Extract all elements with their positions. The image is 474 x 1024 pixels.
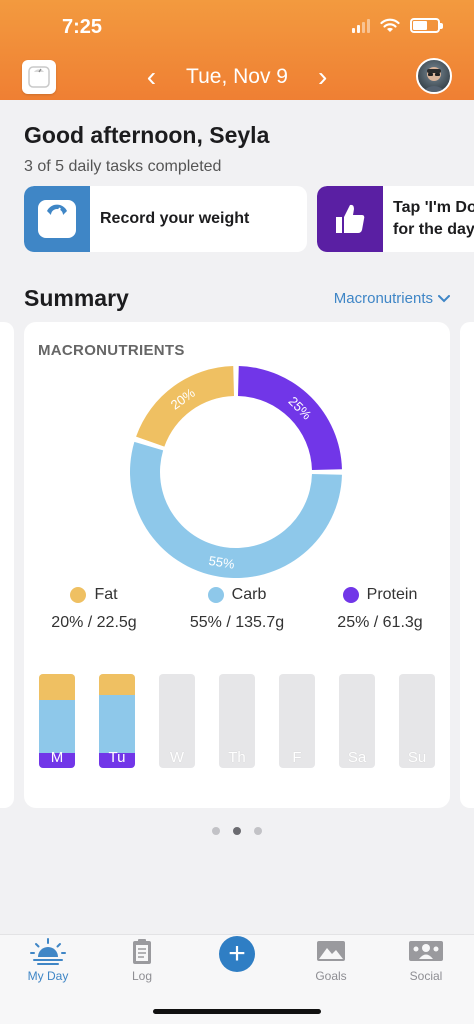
legend-value: 20% / 22.5g [51,614,137,631]
task-label: Tap 'I'm Do for the day [383,197,474,240]
weekly-macro-bars: M Tu W Th F Sa Su [39,674,435,768]
legend-label: Carb [231,586,267,603]
current-date[interactable]: Tue, Nov 9 [186,65,288,88]
page-dot[interactable] [233,827,241,835]
bar-segment-protein [99,752,135,768]
cellular-signal-icon [352,18,370,33]
day-label: Tu [108,749,126,766]
chevron-down-icon [438,294,450,302]
donut-label-carb: 55% [208,553,236,572]
legend-value: 55% / 135.7g [189,614,285,631]
profile-avatar[interactable] [416,58,452,94]
legend-label: Protein [366,586,418,603]
summary-title: Summary [24,285,129,311]
dropdown-label: Macronutrients [333,290,433,307]
donut-slice-carb [130,441,342,578]
tasks-progress-text: 3 of 5 daily tasks completed [24,158,222,175]
day-bar-su[interactable]: Su [399,674,435,768]
tab-label: Log [131,969,153,983]
day-label: Th [228,749,246,766]
sunrise-icon [30,938,66,965]
bar-segment-fat [39,674,75,701]
tab-label: Social [409,969,443,983]
tab-label: Goals [315,969,347,983]
mountain-icon [317,941,345,961]
next-summary-card[interactable] [460,322,474,808]
day-label: F [292,749,302,766]
donut-slice-protein [237,366,342,471]
protein-swatch [342,587,359,603]
bar-segment-protein [39,752,75,768]
fat-swatch [70,587,87,603]
task-tile [24,186,90,252]
day-label: M [50,749,64,766]
status-time: 7:25 [62,16,103,38]
chart-title: MACRONUTRIENTS [38,342,185,359]
date-navigator: ‹ Tue, Nov 9 › [0,60,474,94]
day-label: Su [407,749,427,766]
tab-label: My Day [27,969,69,983]
clipboard-icon [133,939,151,964]
day-bar-th[interactable]: Th [219,674,255,768]
greeting-title: Good afternoon, Seyla [24,122,270,148]
task-tile [317,186,383,252]
status-icons [352,18,443,33]
tab-social[interactable]: Social [391,937,461,983]
social-icon [409,941,443,961]
page-indicator [0,827,474,835]
task-label: Record your weight [100,210,250,228]
scale-icon [38,200,76,238]
wifi-icon [380,18,400,32]
task-label-line1: Tap 'I'm Do [393,199,474,217]
tab-my-day[interactable]: My Day [13,937,83,983]
app-header: 7:25 ‹ Tue, Nov 9 › [0,0,474,100]
day-label: Sa [347,749,367,766]
task-card-im-done[interactable]: Tap 'I'm Do for the day [317,186,474,252]
tab-goals[interactable]: Goals [296,937,366,983]
day-bar-sa[interactable]: Sa [339,674,375,768]
scale-icon [28,66,50,88]
previous-day-button[interactable]: ‹ [146,61,157,92]
legend-fat: Fat 20% / 22.5g [24,586,164,632]
day-bar-w[interactable]: W [159,674,195,768]
tab-log[interactable]: Log [107,937,177,983]
legend-value: 25% / 61.3g [337,614,423,631]
bar-segment-carb [99,694,135,753]
avatar-photo [422,67,446,92]
day-bar-f[interactable]: F [279,674,315,768]
page-dot[interactable] [254,827,262,835]
day-bar-m[interactable]: M [39,674,75,768]
macronutrient-donut-chart: 25%55%20% [130,366,342,578]
thumbs-up-icon [336,204,365,233]
task-card-record-weight[interactable]: Record your weight [24,186,307,252]
carb-swatch [207,587,224,603]
add-entry-button[interactable]: + [219,936,255,972]
day-label: W [169,749,185,766]
legend-carb: Carb 55% / 135.7g [167,586,307,632]
previous-summary-card[interactable] [0,322,14,808]
home-indicator [153,1009,321,1014]
weigh-in-button[interactable] [22,60,56,94]
next-day-button[interactable]: › [317,61,328,92]
day-bar-tu[interactable]: Tu [99,674,135,768]
task-label-line2: for the day [393,221,474,238]
legend-label: Fat [94,586,118,603]
battery-icon [410,18,443,33]
plus-icon: + [228,937,246,970]
macronutrients-card: MACRONUTRIENTS 25% 55% 20% Fat 20% / 22.5g… [24,322,450,808]
bar-segment-fat [99,674,135,695]
donut-slice-fat [136,366,235,447]
summary-metric-dropdown[interactable]: Macronutrients [334,290,450,307]
bar-segment-carb [39,700,75,753]
legend-protein: Protein 25% / 61.3g [310,586,450,632]
page-dot[interactable] [212,827,220,835]
